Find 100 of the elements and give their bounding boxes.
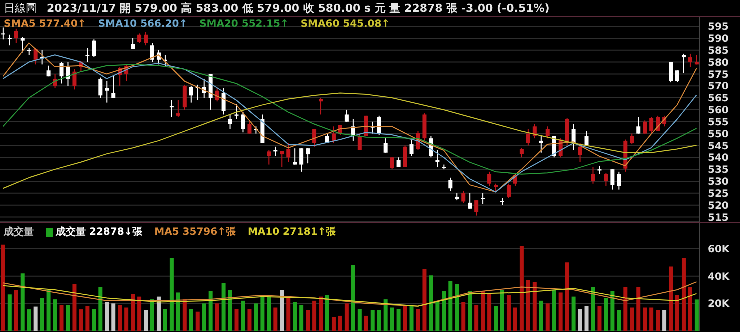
bar: [40, 298, 44, 331]
bar: [422, 269, 427, 331]
bar: [610, 291, 615, 331]
candlestick: [105, 80, 110, 104]
candlestick: [92, 39, 96, 58]
candlestick: [436, 150, 440, 168]
bar: [189, 309, 194, 331]
candlestick: [688, 53, 692, 68]
candlestick: [520, 148, 524, 158]
bar: [228, 290, 232, 331]
candlestick: [20, 36, 25, 54]
bar: [598, 306, 602, 331]
bar: [650, 308, 654, 331]
bar: [416, 309, 420, 331]
candlestick: [112, 74, 116, 99]
bar: [604, 298, 608, 331]
candlestick: [572, 124, 576, 151]
bar: [500, 290, 504, 331]
y-tick-label: 525: [708, 188, 729, 200]
bar: [319, 296, 324, 331]
chart-title: 日線圖: [4, 0, 37, 16]
bar: [539, 300, 544, 331]
bar: [676, 295, 680, 331]
candlestick: [306, 148, 310, 164]
candlestick: [403, 145, 408, 168]
candlestick: [422, 113, 427, 142]
candlestick: [669, 62, 674, 84]
bar: [513, 308, 518, 331]
text: MA5 35796↑張: [154, 226, 236, 239]
bar: [280, 290, 284, 331]
bar: [260, 296, 265, 331]
bar: [624, 287, 628, 331]
y-tick-label: 40K: [708, 272, 731, 283]
text: SMA60 545.08↑: [300, 19, 390, 30]
candlestick: [656, 115, 660, 132]
bar: [526, 280, 530, 331]
bar: [442, 291, 446, 331]
candlestick: [267, 150, 272, 166]
bar: [558, 292, 563, 331]
candlestick: [565, 118, 570, 146]
bar: [410, 306, 414, 331]
y-tick-label: 565: [708, 94, 729, 105]
bar: [462, 302, 466, 331]
candlestick: [248, 120, 252, 134]
candlestick: [312, 128, 317, 148]
candlestick: [578, 142, 582, 163]
bar: [358, 309, 362, 331]
bar: [124, 308, 129, 331]
bar: [520, 246, 524, 331]
candlestick: [481, 192, 486, 205]
bar: [293, 302, 298, 331]
legend-label: 成交量 22878↓張: [55, 225, 143, 239]
candlestick: [189, 86, 194, 104]
y-tick-label: 530: [708, 177, 729, 188]
candlestick: [222, 88, 226, 116]
bar: [377, 310, 382, 331]
candlestick: [358, 133, 362, 151]
candlestick: [293, 148, 298, 166]
bar: [669, 266, 674, 331]
y-tick-label: 60K: [708, 244, 731, 256]
bar: [532, 282, 537, 331]
candlestick: [144, 32, 148, 46]
bar: [474, 305, 479, 331]
bar: [53, 300, 58, 331]
y-tick-label: 535: [708, 165, 729, 176]
bar: [118, 305, 122, 331]
bar: [267, 296, 272, 331]
bar: [630, 308, 634, 331]
y-axis-title: 成交量: [4, 225, 34, 239]
bar: [656, 310, 660, 331]
candlestick: [280, 150, 284, 168]
bar: [572, 296, 576, 331]
bar: [202, 304, 206, 331]
candlestick: [60, 62, 64, 84]
y-tick-label: 575: [708, 70, 729, 81]
bar: [46, 290, 51, 331]
bar: [138, 296, 142, 331]
candlestick: [1, 27, 6, 40]
candlestick: [462, 190, 466, 204]
bar: [694, 300, 699, 331]
bar: [390, 308, 394, 331]
candlestick: [241, 112, 246, 134]
candlestick: [14, 28, 18, 44]
y-tick-label: 540: [708, 153, 729, 164]
candlestick: [228, 114, 232, 130]
y-tick-label: 595: [708, 22, 729, 34]
bar: [481, 291, 486, 331]
bar: [34, 306, 38, 331]
y-tick-label: 585: [708, 46, 729, 57]
candlestick: [682, 53, 686, 74]
candlestick: [448, 177, 453, 192]
text: MA10 27181↑張: [248, 226, 336, 239]
candlestick: [66, 62, 70, 87]
bar: [208, 291, 213, 331]
y-tick-label: 545: [708, 141, 729, 152]
bar: [241, 300, 246, 331]
candlestick: [488, 171, 492, 187]
bar: [384, 300, 388, 331]
bar: [66, 305, 70, 331]
bar: [578, 309, 582, 331]
